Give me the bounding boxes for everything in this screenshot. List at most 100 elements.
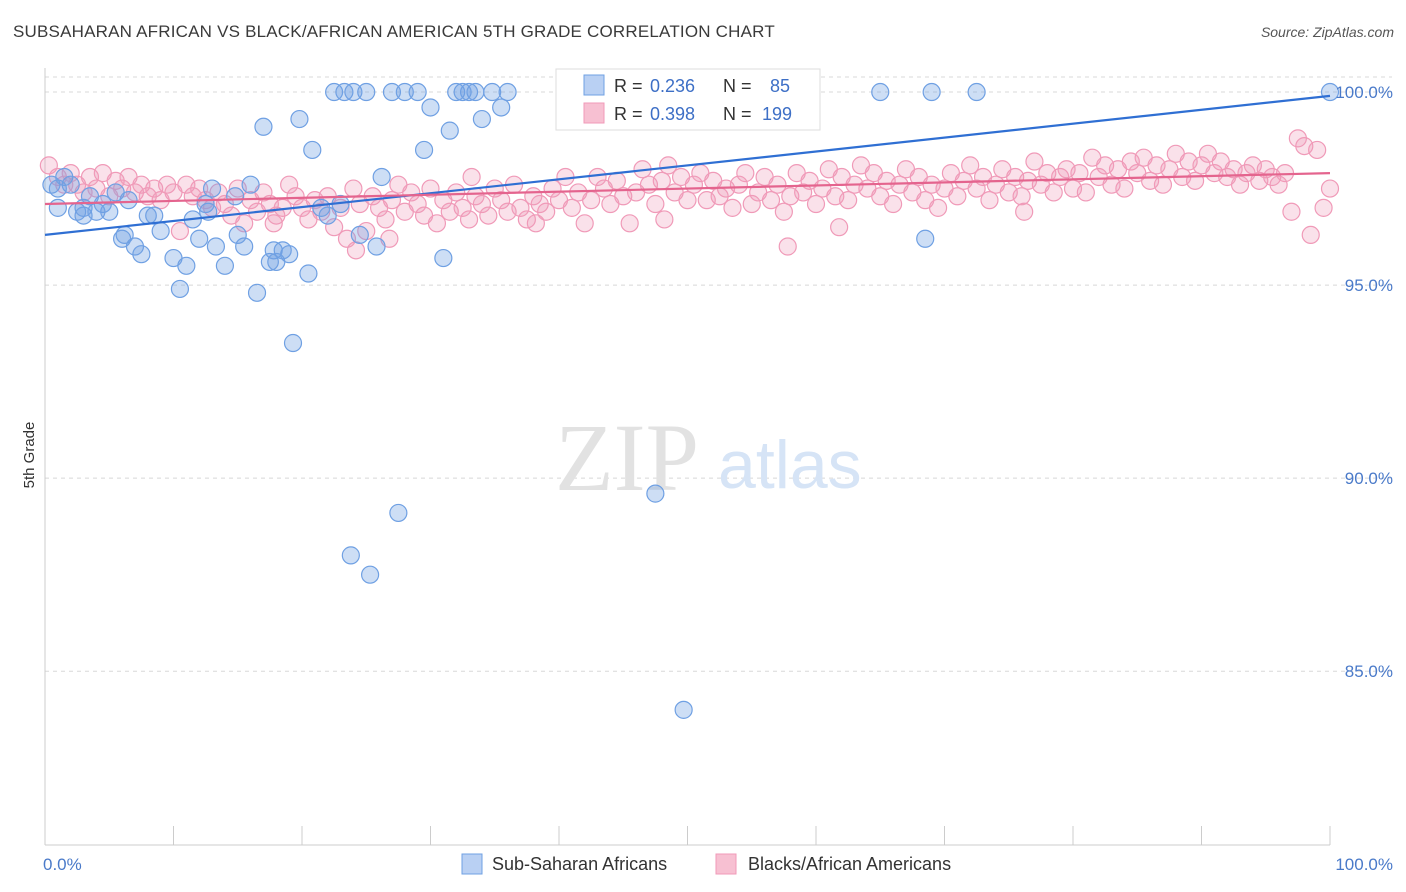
bottom-legend-swatch-blue [461,853,483,875]
point-subsaharan-55 [395,82,414,102]
point-black-203 [462,167,481,187]
point-black-146 [980,191,999,210]
watermark-atlas: atlas [718,427,862,503]
chart-source: Source: ZipAtlas.com [1260,24,1394,40]
point-subsaharan-80 [48,198,67,217]
point-subsaharan-50 [361,565,380,584]
y-axis-title: 5th Grade [21,422,38,489]
point-subsaharan-68 [498,82,517,102]
point-subsaharan-62 [453,82,472,102]
point-black-117 [794,183,813,202]
point-black-191 [1269,175,1288,194]
point-black-205 [655,210,674,229]
legend-n-label-1: N = [723,76,752,96]
point-black-109 [742,194,761,214]
point-black-160 [1070,164,1089,183]
point-subsaharan-66 [483,82,502,102]
point-black-64 [453,198,472,217]
point-black-207 [830,218,849,237]
legend-r-value-1: 0.236 [650,76,695,96]
point-subsaharan-58 [421,98,440,117]
point-black-201 [346,241,366,260]
point-black-65 [459,210,479,229]
y-tick-label-2: 95.0% [1345,276,1393,295]
point-black-23 [190,179,209,198]
point-subsaharan-40 [303,140,322,160]
point-black-144 [967,179,986,198]
legend-swatch-pink [583,102,605,124]
point-subsaharan-51 [367,237,386,256]
point-subsaharan-38 [290,109,309,129]
point-subsaharan-56 [408,82,427,102]
legend-n-value-2: 199 [762,104,792,124]
y-tick-label-1: 90.0% [1345,469,1393,488]
point-subsaharan-27 [226,187,245,206]
point-black-197 [1308,140,1327,160]
point-subsaharan-24 [202,179,222,198]
point-black-173 [1153,175,1173,194]
point-black-208 [1015,202,1034,221]
point-black-200 [264,214,283,233]
point-black-113 [768,175,787,194]
point-black-94 [646,194,665,214]
point-black-99 [678,191,697,210]
point-subsaharan-28 [228,225,247,245]
point-subsaharan-42 [318,206,337,225]
point-black-52 [376,210,395,229]
point-black-119 [806,194,826,214]
point-black-143 [961,156,980,175]
point-black-206 [778,237,797,256]
point-black-67 [472,194,491,214]
legend-r-label-1: R = [614,76,643,96]
y-tick-label-3: 100.0% [1335,83,1393,102]
bottom-legend-swatch-pink [715,853,737,875]
point-black-63 [447,183,466,202]
point-black-199 [1320,179,1340,198]
point-black-196 [1301,225,1320,245]
point-black-77 [537,202,556,221]
point-subsaharan-25 [206,237,226,256]
point-black-198 [1314,198,1333,217]
point-subsaharan-67 [492,98,511,117]
point-subsaharan-82 [138,206,157,225]
point-black-30 [235,214,254,233]
point-subsaharan-76 [916,229,935,248]
point-black-37 [280,175,299,194]
y-tick-labels: 85.0% 90.0% 95.0% 100.0% [1335,83,1393,681]
point-black-88 [607,171,626,190]
point-subsaharan-64 [466,82,485,102]
point-subsaharan-61 [447,82,466,102]
point-black-70 [492,191,511,210]
x-tick-label-1: 100.0% [1335,855,1393,874]
point-black-73 [511,198,530,217]
point-subsaharan-74 [674,700,693,719]
y-tick-label-0: 85.0% [1345,662,1393,681]
point-black-161 [1076,183,1095,202]
point-subsaharan-47 [344,82,363,102]
point-subsaharan-46 [341,546,360,565]
point-subsaharan-32 [254,117,273,136]
point-black-108 [736,164,755,183]
point-subsaharan-52 [372,167,391,187]
point-subsaharan-3 [61,175,80,194]
point-black-20 [170,221,190,241]
point-black-83 [575,214,594,233]
point-black-60 [427,214,447,233]
point-black-44 [325,218,344,237]
point-subsaharan-60 [440,121,459,140]
x-tick-label-0: 0.0% [43,855,82,874]
point-subsaharan-22 [190,229,209,248]
point-subsaharan-20 [177,256,196,275]
point-black-156 [1044,183,1063,202]
point-black-74 [517,210,536,229]
point-subsaharan-54 [389,503,408,523]
watermark-zip: ZIP [555,404,699,511]
bottom-legend-label-blue: Sub-Saharan Africans [492,854,667,874]
point-black-106 [723,198,742,217]
point-black-153 [1025,152,1044,171]
point-black-178 [1185,171,1205,190]
legend-n-label-2: N = [723,104,752,124]
legend-n-value-1: 85 [770,76,790,96]
point-black-131 [883,194,903,214]
trend-line-0 [44,94,1331,236]
